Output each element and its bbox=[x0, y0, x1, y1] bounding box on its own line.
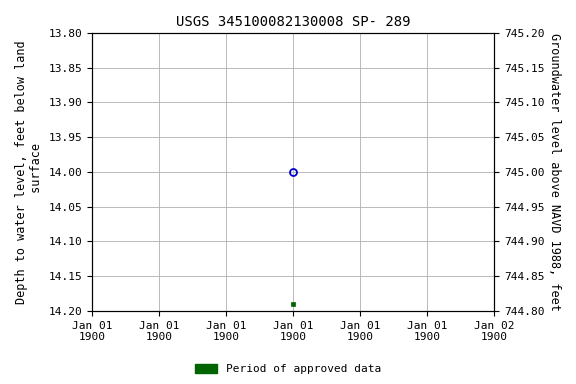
Y-axis label: Groundwater level above NAVD 1988, feet: Groundwater level above NAVD 1988, feet bbox=[548, 33, 561, 311]
Title: USGS 345100082130008 SP- 289: USGS 345100082130008 SP- 289 bbox=[176, 15, 410, 29]
Legend: Period of approved data: Period of approved data bbox=[191, 359, 385, 379]
Y-axis label: Depth to water level, feet below land
 surface: Depth to water level, feet below land su… bbox=[15, 40, 43, 304]
